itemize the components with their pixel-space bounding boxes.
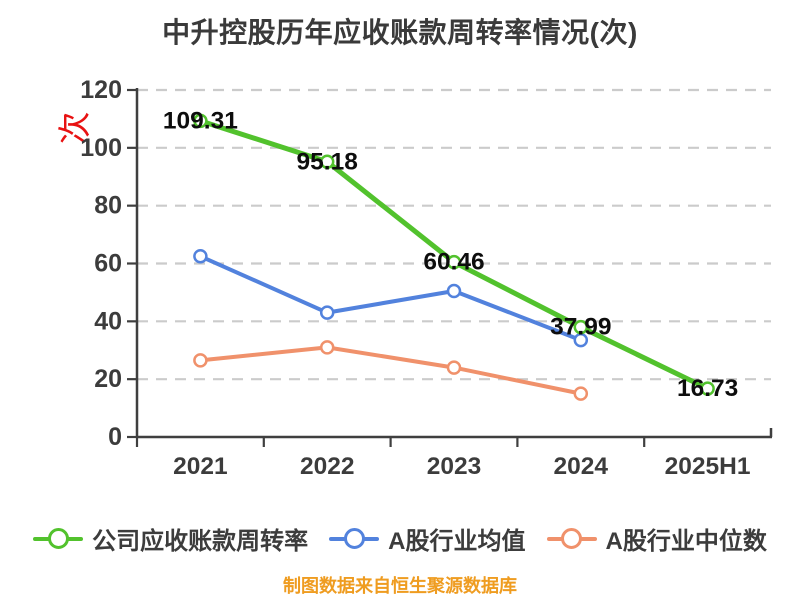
y-tick-label: 20 <box>94 365 122 393</box>
industry_mean-point <box>193 249 208 264</box>
data-source-note: 制图数据来自恒生聚源数据库 <box>283 576 517 596</box>
y-tick-label: 120 <box>80 76 122 104</box>
legend-label-industry-median: A股行业中位数 <box>605 528 767 555</box>
point-value-label: 95.18 <box>297 148 358 175</box>
industry_median-point <box>193 353 208 368</box>
x-tick-label: 2025H1 <box>665 453 751 480</box>
legend-item-company: 公司应收账款周转率 <box>33 521 308 556</box>
legend-label-company: 公司应收账款周转率 <box>92 528 309 555</box>
company-point <box>573 319 589 335</box>
y-tick-label: 40 <box>94 307 122 335</box>
industry_mean-series-line <box>198 254 583 343</box>
industry_median-point <box>573 386 589 401</box>
chart-title: 中升控股历年应收账款周转率情况(次) <box>162 17 638 48</box>
y-tick-label: 100 <box>80 134 122 162</box>
y-tick-label: 80 <box>94 192 122 220</box>
industry_mean-point <box>446 283 462 299</box>
point-value-label: 109.31 <box>163 107 238 134</box>
point-value-label: 60.46 <box>423 249 484 276</box>
legend-item-industry-mean: A股行业均值 <box>329 521 526 556</box>
legend-label-industry-mean: A股行业均值 <box>388 528 526 555</box>
industry_mean-point <box>319 305 335 320</box>
legend-dot-icon <box>47 528 69 549</box>
y-tick-label: 0 <box>108 423 122 451</box>
legend: 公司应收账款周转率 A股行业均值 A股行业中位数 <box>0 521 800 556</box>
legend-dot-icon <box>343 528 365 549</box>
industry_median-point <box>319 340 335 355</box>
company-point <box>319 154 335 170</box>
legend-marker-company <box>33 527 84 551</box>
x-tick-label: 2024 <box>554 453 609 480</box>
legend-item-industry-median: A股行业中位数 <box>546 521 767 556</box>
x-tick-label: 2021 <box>173 453 228 480</box>
point-value-label: 16.73 <box>677 375 738 402</box>
company-point <box>193 113 208 129</box>
company-point <box>446 254 462 270</box>
industry_median-series-line <box>198 345 583 396</box>
legend-marker-industry-median <box>546 527 597 551</box>
company-point <box>700 381 715 396</box>
legend-marker-industry-mean <box>329 527 380 551</box>
y-tick-label: 60 <box>94 250 122 278</box>
legend-dot-icon <box>561 528 582 549</box>
industry_median-point <box>446 360 462 375</box>
x-tick-label: 2023 <box>427 453 482 480</box>
point-value-label: 37.99 <box>550 314 611 341</box>
x-tick-label: 2022 <box>300 453 355 480</box>
